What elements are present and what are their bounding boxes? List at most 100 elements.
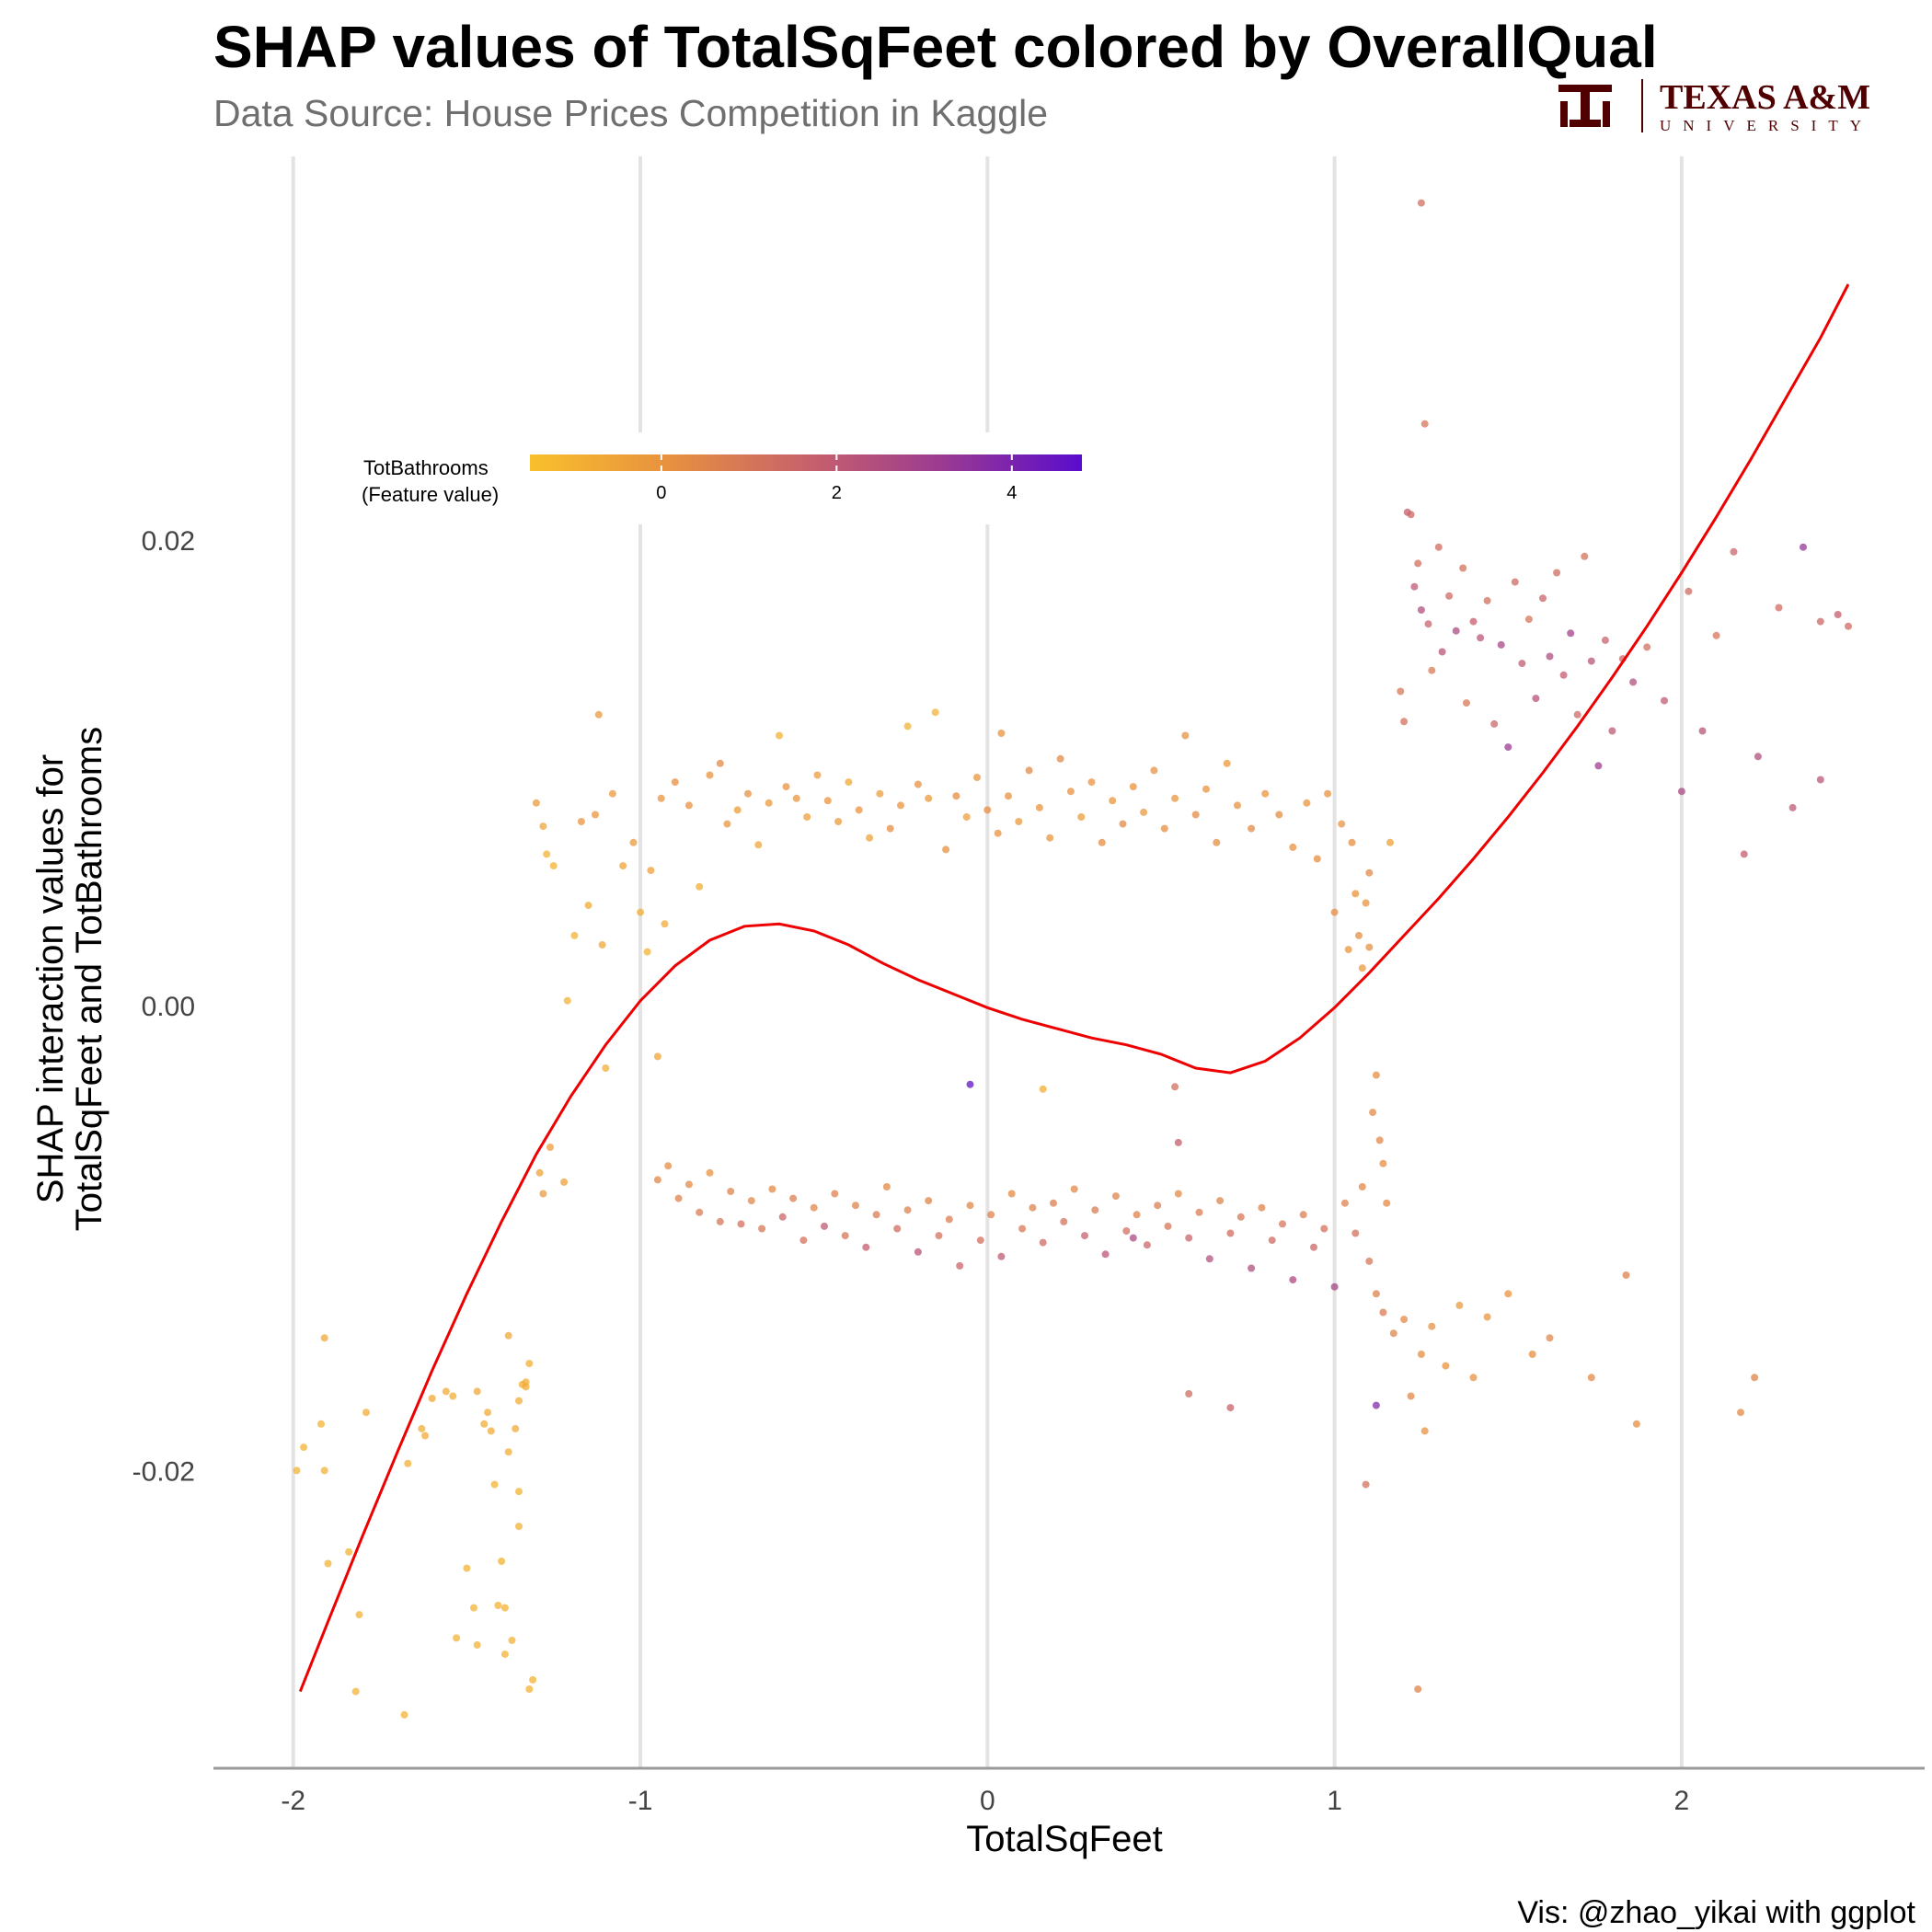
data-point	[1060, 1217, 1068, 1225]
atm-mark-icon	[1558, 85, 1612, 127]
data-point	[1417, 606, 1425, 614]
data-point	[1407, 511, 1415, 519]
data-point	[539, 1190, 547, 1198]
data-point	[1816, 776, 1824, 784]
data-point	[823, 797, 832, 805]
data-point	[962, 813, 971, 821]
data-point	[1355, 931, 1363, 939]
data-point	[1046, 834, 1054, 842]
data-point	[1751, 1374, 1759, 1382]
data-point	[1420, 420, 1429, 428]
x-tick-label: 2	[1674, 1786, 1690, 1816]
x-tick-label: -2	[281, 1786, 305, 1816]
data-point	[487, 1427, 495, 1435]
data-point	[653, 1052, 661, 1061]
data-point	[598, 941, 606, 949]
data-point	[1289, 1276, 1297, 1284]
data-point	[1171, 1083, 1179, 1091]
data-point	[1202, 785, 1210, 793]
data-point	[1313, 855, 1321, 863]
data-point	[744, 789, 752, 798]
data-point	[1383, 1199, 1391, 1207]
data-point	[504, 1331, 512, 1340]
logo-divider	[1641, 79, 1643, 132]
data-point	[549, 862, 558, 870]
data-point	[1365, 1257, 1374, 1265]
data-point	[1417, 1351, 1425, 1358]
legend-tick-label: 4	[1006, 483, 1017, 503]
data-point	[1424, 620, 1432, 628]
data-point	[1608, 727, 1616, 735]
data-point	[529, 1675, 537, 1684]
data-point	[862, 1243, 870, 1251]
data-point	[1414, 559, 1422, 568]
data-point	[1213, 838, 1221, 846]
x-tick-label: -1	[628, 1786, 653, 1816]
data-point	[1362, 1480, 1370, 1489]
data-point	[1140, 808, 1148, 816]
data-point	[1428, 1322, 1436, 1330]
data-point	[1629, 678, 1638, 686]
data-point	[813, 771, 822, 779]
data-point	[1005, 792, 1012, 800]
data-point	[470, 1604, 477, 1612]
data-point	[1081, 1232, 1088, 1240]
chart-title: SHAP values of TotalSqFeet colored by Ov…	[213, 14, 1658, 80]
y-axis-ticks: -0.02 0.00 0.02	[132, 526, 195, 1487]
data-point	[935, 1232, 943, 1240]
data-point	[733, 806, 742, 814]
data-point	[1109, 797, 1117, 805]
data-point	[1386, 838, 1394, 846]
data-point	[546, 1144, 554, 1151]
data-point	[1234, 801, 1241, 810]
data-point	[535, 1168, 544, 1177]
data-point	[1518, 660, 1526, 668]
data-point	[716, 1217, 724, 1225]
data-point	[515, 1523, 523, 1531]
data-point	[1567, 629, 1575, 638]
data-point	[1490, 719, 1499, 728]
x-axis-ticks: -2 -1 0 1 2	[281, 1786, 1689, 1816]
data-point	[1698, 727, 1707, 735]
data-point	[782, 783, 790, 791]
data-point	[803, 813, 811, 821]
data-point	[1539, 594, 1547, 603]
data-point	[1248, 824, 1256, 833]
data-point	[1410, 582, 1419, 591]
data-point	[1299, 1211, 1307, 1219]
data-point	[1845, 622, 1852, 630]
y-tick-label: 0.02	[142, 526, 195, 557]
data-point	[1477, 634, 1485, 642]
data-point	[355, 1611, 363, 1619]
data-point	[1015, 818, 1023, 825]
data-point	[799, 1236, 808, 1245]
data-point	[1358, 964, 1366, 972]
data-point	[966, 1202, 974, 1210]
data-point	[1463, 699, 1470, 707]
data-point	[1351, 1229, 1360, 1237]
data-point	[1730, 547, 1738, 556]
data-point	[1154, 1202, 1162, 1210]
data-point	[893, 1225, 902, 1233]
data-point	[1320, 1225, 1328, 1233]
data-point	[293, 1466, 301, 1475]
data-point	[512, 1424, 520, 1432]
data-point	[1504, 743, 1512, 752]
data-point	[1407, 1392, 1415, 1400]
chart-caption: Vis: @zhao_yikai with ggplot	[1517, 1895, 1915, 1930]
data-point	[1417, 199, 1425, 207]
data-point	[983, 806, 992, 814]
data-point	[1469, 617, 1478, 626]
data-point	[1091, 1206, 1099, 1214]
logo-sub: UNIVERSITY	[1660, 117, 1873, 134]
legend-tick-label: 2	[832, 483, 842, 503]
data-point	[498, 1558, 506, 1565]
data-point	[765, 799, 773, 807]
data-point	[1066, 788, 1075, 796]
data-point	[841, 1232, 849, 1240]
data-point	[1191, 811, 1200, 819]
x-axis-title: TotalSqFeet	[966, 1819, 1162, 1859]
data-point	[428, 1395, 436, 1402]
data-point	[664, 1162, 673, 1170]
data-point	[490, 1480, 499, 1489]
